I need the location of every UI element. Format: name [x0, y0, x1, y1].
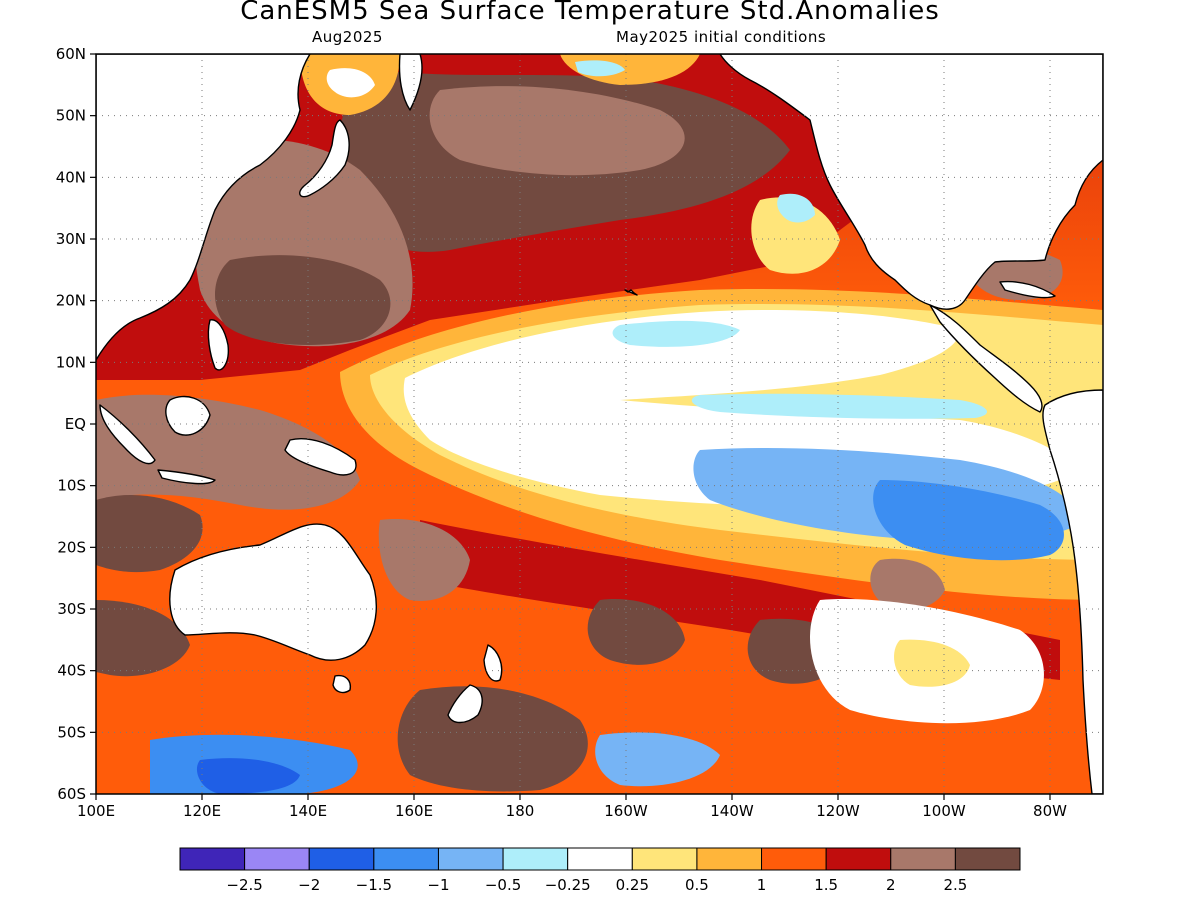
colorbar-label: 1.5	[814, 876, 838, 894]
lat-label: 30N	[56, 230, 86, 248]
lat-label: 10N	[56, 353, 86, 371]
kuroshio-brown	[429, 86, 685, 176]
borneo	[165, 395, 211, 436]
colorbar-swatch	[954, 847, 1021, 871]
lon-label: 120W	[816, 802, 860, 820]
lat-label: 50N	[56, 107, 86, 125]
indian-ocean-brown	[96, 495, 203, 573]
north-america	[719, 54, 1103, 310]
equatorial-cyan-strip	[691, 393, 987, 419]
south-indian-brown	[96, 600, 190, 677]
new-zealand-north	[483, 644, 503, 682]
lat-label: EQ	[65, 415, 86, 433]
lat-label: 60S	[57, 785, 86, 803]
colorbar-swatch	[179, 847, 246, 871]
colorbar-swatch	[567, 847, 633, 871]
map-title: CanESM5 Sea Surface Temperature Std.Anom…	[240, 0, 940, 26]
colorbar-swatch	[890, 847, 956, 871]
philippines	[207, 319, 230, 371]
colorbar-label: 2	[886, 876, 896, 894]
lat-label: 40N	[56, 168, 86, 186]
lat-label: 20S	[57, 538, 86, 556]
lat-label: 20N	[56, 292, 86, 310]
tasman-brown	[378, 519, 470, 601]
colorbar-label: −0.25	[545, 876, 591, 894]
asia-mainland	[96, 54, 311, 361]
longitude-labels: 100E 120E 140E 160E 180 160W 140W 120W 100W 80W	[77, 794, 1067, 820]
colorbar-swatch	[437, 847, 504, 871]
colorbar-swatch	[696, 847, 763, 871]
colorbar-swatch	[825, 847, 892, 871]
colorbar-label: −2	[298, 876, 320, 894]
central-america	[929, 304, 1043, 413]
lon-label: 80W	[1033, 802, 1067, 820]
anomaly-field	[96, 54, 1103, 794]
lon-label: 140W	[710, 802, 754, 820]
lon-label: 160W	[604, 802, 648, 820]
lat-label: 30S	[57, 600, 86, 618]
new-zealand-south	[447, 684, 483, 724]
tasmania	[332, 674, 352, 694]
lat-label: 40S	[57, 662, 86, 680]
colorbar-label: 0.25	[616, 876, 649, 894]
colorbar-label: −0.5	[485, 876, 521, 894]
colorbar	[179, 847, 1021, 871]
colorbar-label: 2.5	[943, 876, 967, 894]
south-east-pacific-blue	[873, 480, 1064, 561]
lon-label: 100E	[77, 802, 115, 820]
west-pacific-brown-heavy	[214, 255, 391, 345]
forecast-month: Aug2025	[312, 28, 383, 46]
lon-label: 180	[506, 802, 535, 820]
lat-label: 50S	[57, 723, 86, 741]
sumatra	[99, 404, 156, 465]
colorbar-labels: −2.5 −2 −1.5 −1 −0.5 −0.25 0.25 0.5 1 1.5 2 2.5	[226, 876, 967, 894]
colorbar-swatch	[502, 847, 569, 871]
lon-label: 120E	[183, 802, 221, 820]
colorbar-label: −2.5	[226, 876, 262, 894]
southern-ocean-blue-2	[595, 732, 720, 787]
colorbar-label: −1	[427, 876, 449, 894]
new-guinea	[284, 438, 357, 476]
colorbar-swatch	[761, 847, 827, 871]
alaska-gulf-light-blue	[575, 60, 625, 77]
lon-label: 160E	[395, 802, 433, 820]
southern-ocean-brown	[397, 686, 588, 792]
initial-conditions: May2025 initial conditions	[616, 28, 827, 46]
bering-white	[326, 68, 375, 98]
colorbar-label: −1.5	[356, 876, 392, 894]
kamchatka	[398, 54, 423, 111]
california-light-blue	[777, 193, 815, 223]
australia	[169, 523, 378, 661]
south-pacific-brown-2	[870, 558, 945, 610]
colorbar-swatch	[631, 847, 698, 871]
south-pacific-brown-3	[587, 599, 685, 665]
colorbar-label: 1	[757, 876, 767, 894]
colorbar-swatch	[373, 847, 439, 871]
land-masses	[96, 54, 1103, 794]
southern-ocean-deep-blue	[196, 758, 300, 794]
java	[157, 469, 216, 485]
lon-label: 100W	[922, 802, 966, 820]
colorbar-swatch	[308, 847, 375, 871]
lat-label: 10S	[57, 477, 86, 495]
latitude-labels: 60N 50N 40N 30N 20N 10N EQ 10S 20S 30S 40S 50S 60S	[56, 45, 96, 803]
southeast-pacific-yellow	[894, 639, 970, 687]
north-east-pacific-yellow	[751, 197, 840, 274]
north-equatorial-light-blue	[612, 320, 740, 347]
hawaii	[624, 289, 638, 296]
cuba	[999, 280, 1056, 299]
colorbar-swatch	[244, 847, 310, 871]
lat-label: 60N	[56, 45, 86, 63]
japan	[299, 119, 350, 198]
colorbar-label: 0.5	[685, 876, 709, 894]
lon-label: 140E	[289, 802, 327, 820]
